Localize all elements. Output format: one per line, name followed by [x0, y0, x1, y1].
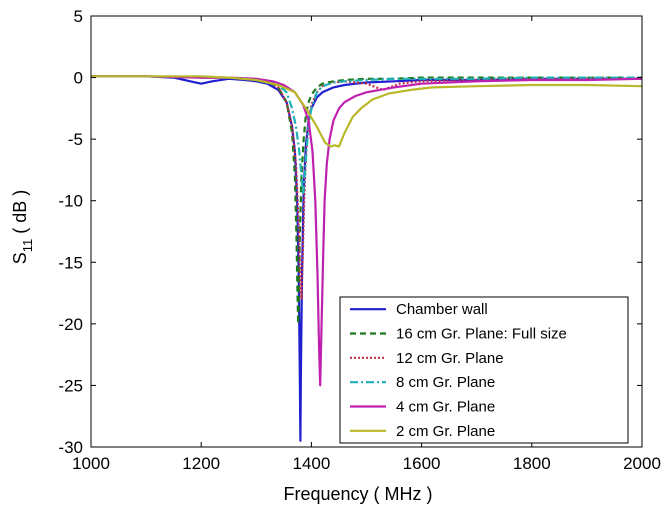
legend: Chamber wall 16 cm Gr. Plane: Full size 12… — [339, 296, 629, 444]
y-tick-label--15: -15 — [58, 253, 83, 272]
y-tick-label--25: -25 — [58, 376, 83, 395]
x-tick-label-1400: 1400 — [292, 454, 330, 473]
y-tick-label--20: -20 — [58, 315, 83, 334]
legend-label-5: 2 cm Gr. Plane — [396, 423, 495, 440]
series-line-0 — [91, 75, 642, 442]
legend-label-4: 4 cm Gr. Plane — [396, 399, 495, 416]
svg-text:S11 ( dB ): S11 ( dB ) — [10, 190, 35, 265]
y-axis-label: S11 ( dB ) — [10, 190, 35, 265]
x-tick-label-1000: 1000 — [72, 454, 110, 473]
x-tick-label-1600: 1600 — [403, 454, 441, 473]
series-line-5 — [91, 75, 643, 148]
y-label-sub: 11 — [20, 239, 35, 253]
y-label-rest: ( dB ) — [10, 190, 30, 239]
legend-label-3: 8 cm Gr. Plane — [396, 374, 495, 391]
x-axis-label: Frequency ( MHz ) — [283, 484, 432, 504]
y-tick-label-5: 5 — [74, 7, 83, 26]
y-tick-label-0: 0 — [74, 69, 83, 88]
y-tick-label--30: -30 — [58, 438, 83, 457]
series-line-4 — [91, 75, 643, 387]
legend-label-2: 12 cm Gr. Plane — [396, 350, 504, 367]
y-tick-label--5: -5 — [68, 130, 83, 149]
x-tick-label-1200: 1200 — [182, 454, 220, 473]
legend-label-1: 16 cm Gr. Plane: Full size — [396, 326, 567, 343]
series-line-3 — [91, 75, 642, 196]
plot-frame — [90, 15, 643, 448]
legend-label-0: Chamber wall — [396, 301, 488, 318]
series-group — [91, 75, 643, 442]
y-label-main: S — [10, 252, 30, 264]
series-line-2 — [91, 75, 642, 301]
legend-box — [339, 296, 629, 444]
y-tick-label--10: -10 — [58, 192, 83, 211]
x-tick-label-1800: 1800 — [513, 454, 551, 473]
x-tick-label-2000: 2000 — [623, 454, 661, 473]
